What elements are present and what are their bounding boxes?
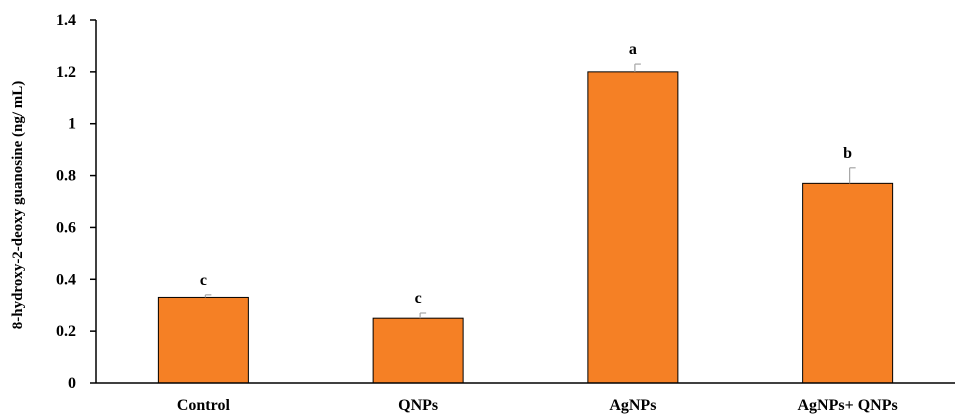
y-tick-label: 0.2 xyxy=(56,323,76,340)
x-category-label: Control xyxy=(177,397,231,414)
x-category-label: AgNPs xyxy=(609,397,656,414)
significance-letter: b xyxy=(843,145,852,162)
y-tick-label: 1.4 xyxy=(56,12,76,29)
y-tick-label: 0.4 xyxy=(56,271,76,288)
x-category-label: AgNPs+ QNPs xyxy=(798,397,898,414)
significance-letters: c c a b xyxy=(200,41,852,307)
bar xyxy=(802,182,894,384)
bar xyxy=(372,317,464,384)
y-axis-label: 8-hydroxy-2-deoxy guanosine (ng/ mL) xyxy=(10,81,26,330)
y-tick-label: 0.8 xyxy=(56,168,76,185)
bar xyxy=(157,296,249,384)
category-labels: Control QNPs AgNPs AgNPs+ QNPs xyxy=(177,397,898,414)
y-tick-label: 0.6 xyxy=(56,219,76,236)
error-bars xyxy=(204,63,856,319)
bar xyxy=(587,71,679,384)
y-tick-label: 0 xyxy=(68,375,76,392)
y-tick-label: 1 xyxy=(68,116,76,133)
significance-letter: a xyxy=(629,41,637,58)
bars xyxy=(157,71,894,384)
significance-letter: c xyxy=(200,272,207,289)
y-axis-ticks: 0 0.2 0.4 0.6 0.8 1 1.2 1.4 xyxy=(56,12,96,392)
x-category-label: QNPs xyxy=(398,397,438,414)
y-tick-label: 1.2 xyxy=(56,64,76,81)
significance-letter: c xyxy=(415,290,422,307)
